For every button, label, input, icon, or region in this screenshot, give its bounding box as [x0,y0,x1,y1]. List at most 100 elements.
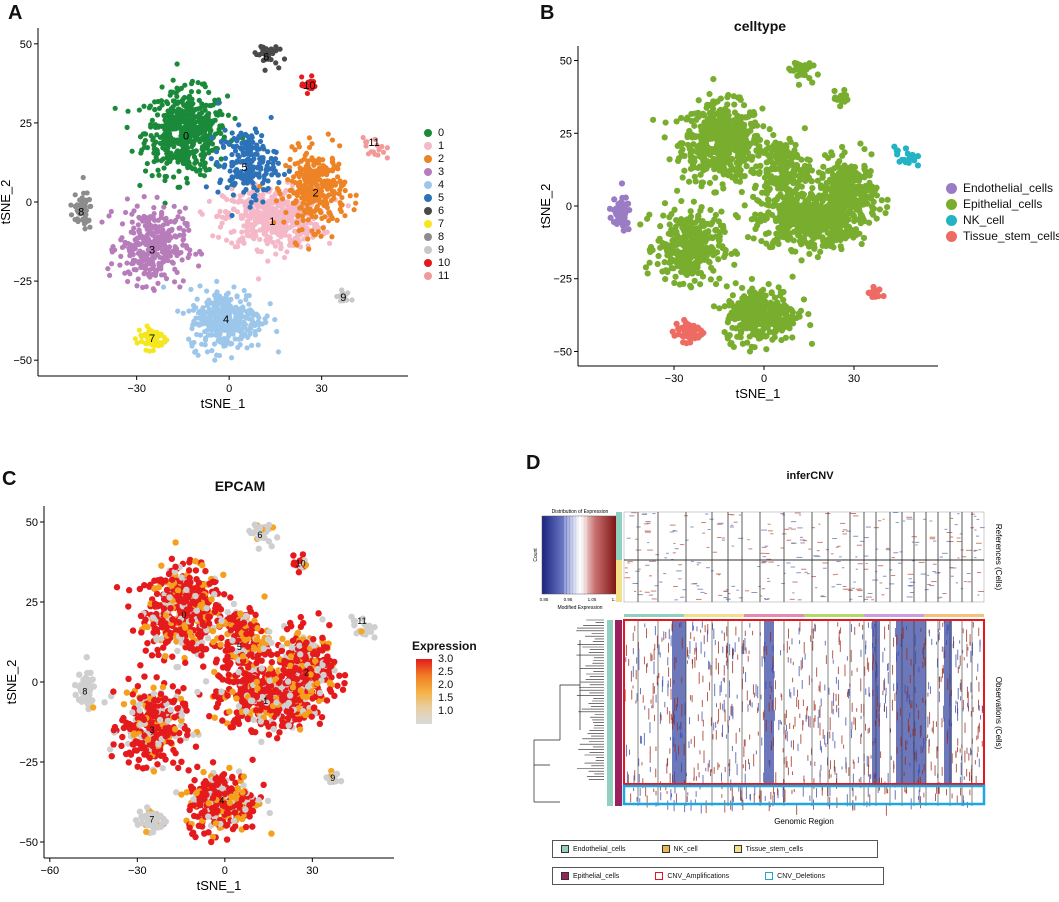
point [744,149,751,156]
point [674,187,681,194]
point [676,281,683,288]
y-axis-label: tSNE_2 [0,180,13,225]
point [730,124,737,131]
point [293,199,299,205]
point [281,171,288,178]
point [662,276,669,283]
point [154,112,161,118]
point [162,126,168,133]
point [147,274,153,280]
point [330,192,337,198]
point [662,119,669,126]
point [744,339,751,346]
point [144,639,151,647]
point [825,202,833,209]
point [229,163,235,169]
point [245,173,251,180]
point [727,129,735,137]
point [306,172,312,178]
point [322,178,328,184]
point [184,134,190,140]
point [153,244,159,250]
legend-item: 1 [424,139,450,152]
legend-swatch [424,245,432,254]
point [673,320,680,327]
point [327,210,333,216]
point [711,166,718,173]
point [218,326,225,332]
point [756,136,764,144]
point [257,236,263,243]
point [215,189,221,195]
point [173,217,179,223]
point [229,151,235,158]
point [770,329,777,336]
point [209,141,216,147]
point [254,208,261,214]
point [334,217,340,223]
panel-a-tsne-plot: −30 0 3050250−25−50tSNE_1tSNE_201234567891… [0,28,408,410]
point [661,200,669,207]
point [273,149,279,155]
point [244,218,251,224]
point [786,135,793,142]
point [730,93,737,100]
point [291,190,297,196]
point [180,278,186,284]
point [215,213,221,219]
point [289,215,295,221]
point [203,184,209,190]
point [750,235,757,242]
point [868,151,875,158]
legend-swatch [946,230,957,242]
point [793,164,801,171]
point [777,212,784,219]
point [275,209,281,216]
point [706,146,714,153]
point [865,219,873,226]
point [607,214,614,221]
point [342,213,348,219]
x-axis-label: tSNE_1 [197,878,242,893]
point [675,331,682,338]
point [144,145,151,151]
point [835,183,842,191]
point [164,221,171,227]
point [855,177,862,184]
point [679,174,686,181]
point [134,283,140,289]
point [173,234,179,240]
point [174,61,180,67]
point [732,211,739,219]
point [183,120,189,126]
point [793,185,800,192]
point [376,147,382,153]
point [202,309,209,315]
point [272,157,278,163]
point [252,332,259,338]
point [272,243,279,249]
point [136,107,142,113]
legend-label: 5 [438,191,445,204]
point [237,328,243,334]
point [324,200,330,206]
x-tick-label: −30 [665,373,684,385]
legend-label: Epithelial_cells [963,197,1043,211]
point [255,276,262,282]
point [260,180,266,186]
point [190,100,196,107]
point [852,226,859,233]
point [339,194,345,201]
point [231,228,237,234]
point [210,102,216,108]
y-tick-label: −25 [13,276,32,288]
point [699,179,707,186]
point [131,266,137,273]
point [149,117,155,123]
point [305,217,311,223]
point [185,108,192,114]
legend-item: 8 [424,230,450,243]
point [744,313,751,320]
point [854,216,861,223]
point [765,229,772,237]
